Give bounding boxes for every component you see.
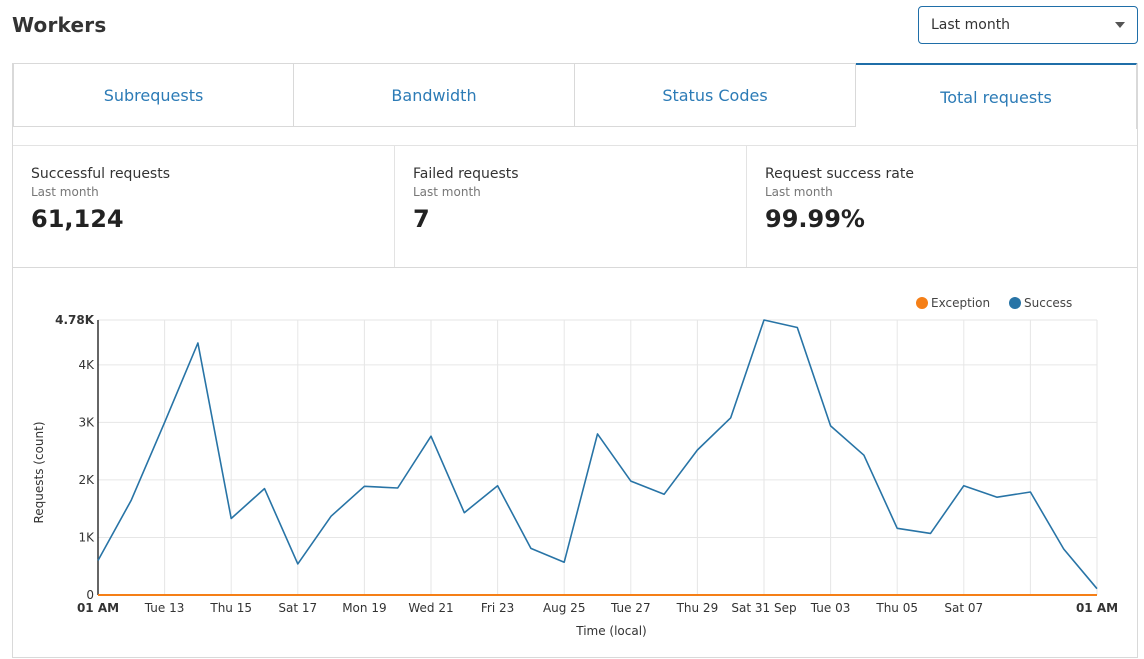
x-tick-label: Thu 15 <box>209 601 252 615</box>
stat-failed-requests: Failed requests Last month 7 <box>395 146 747 267</box>
legend-swatch-exception <box>916 297 928 309</box>
x-tick-label: Sat 17 <box>278 601 317 615</box>
x-tick-label: Thu 05 <box>875 601 918 615</box>
x-tick-label: 01 AM <box>77 601 119 615</box>
y-tick-label: 3K <box>78 415 95 429</box>
y-axis-title: Requests (count) <box>32 421 46 523</box>
stat-value: 61,124 <box>31 205 124 233</box>
x-tick-label: Mon 19 <box>342 601 386 615</box>
stat-value: 7 <box>413 205 430 233</box>
y-tick-label: 1K <box>78 530 95 544</box>
x-tick-label: Fri 23 <box>481 601 514 615</box>
x-tick-label: Sat 07 <box>944 601 983 615</box>
tab-total-requests[interactable]: Total requests <box>856 63 1137 129</box>
x-axis-title: Time (local) <box>575 624 647 638</box>
stat-period: Last month <box>31 185 99 199</box>
x-tick-label: Aug 25 <box>543 601 586 615</box>
legend-swatch-success <box>1009 297 1021 309</box>
stat-period: Last month <box>413 185 481 199</box>
x-tick-label: 01 AM <box>1076 601 1118 615</box>
stat-success-rate: Request success rate Last month 99.99% <box>747 146 1137 267</box>
legend-label-exception: Exception <box>931 296 990 310</box>
stat-label: Failed requests <box>413 166 519 182</box>
series-line-success <box>97 319 1098 590</box>
x-tick-label: Tue 03 <box>810 601 851 615</box>
tab-bandwidth[interactable]: Bandwidth <box>294 63 575 127</box>
stat-period: Last month <box>765 185 833 199</box>
x-tick-label: Tue 13 <box>144 601 185 615</box>
stat-successful-requests: Successful requests Last month 61,124 <box>13 146 395 267</box>
tab-bar: Subrequests Bandwidth Status Codes Total… <box>13 63 1137 129</box>
x-tick-label: Wed 21 <box>408 601 453 615</box>
requests-line-chart: 0 1K 2K 3K 4K 4.78K 01 AM Tue 13 Thu 15 Sat 17 Mon… <box>32 296 1118 638</box>
x-tick-label: Tue 27 <box>610 601 651 615</box>
y-tick-label: 0 <box>86 588 94 602</box>
time-range-value: Last month <box>931 17 1011 33</box>
analytics-panel: Subrequests Bandwidth Status Codes Total… <box>12 63 1138 658</box>
y-tick-label: 2K <box>78 473 95 487</box>
stat-label: Request success rate <box>765 166 914 182</box>
stat-label: Successful requests <box>31 166 171 182</box>
tab-status-codes[interactable]: Status Codes <box>575 63 856 127</box>
stat-value: 99.99% <box>765 205 865 233</box>
page-title: Workers <box>12 13 107 37</box>
x-tick-label: Sat 31 Sep <box>731 601 796 615</box>
y-tick-label: 4.78K <box>55 313 95 327</box>
requests-chart: 0 1K 2K 3K 4K 4.78K 01 AM Tue 13 Thu 15 Sat 17 Mon… <box>13 268 1137 658</box>
caret-down-icon <box>1115 22 1125 28</box>
time-range-select[interactable]: Last month <box>918 6 1138 44</box>
stats-row: Successful requests Last month 61,124 Fa… <box>13 145 1137 268</box>
y-tick-label: 4K <box>78 358 95 372</box>
tab-subrequests[interactable]: Subrequests <box>13 63 294 127</box>
x-tick-label: Thu 29 <box>676 601 719 615</box>
legend-label-success: Success <box>1024 296 1072 310</box>
